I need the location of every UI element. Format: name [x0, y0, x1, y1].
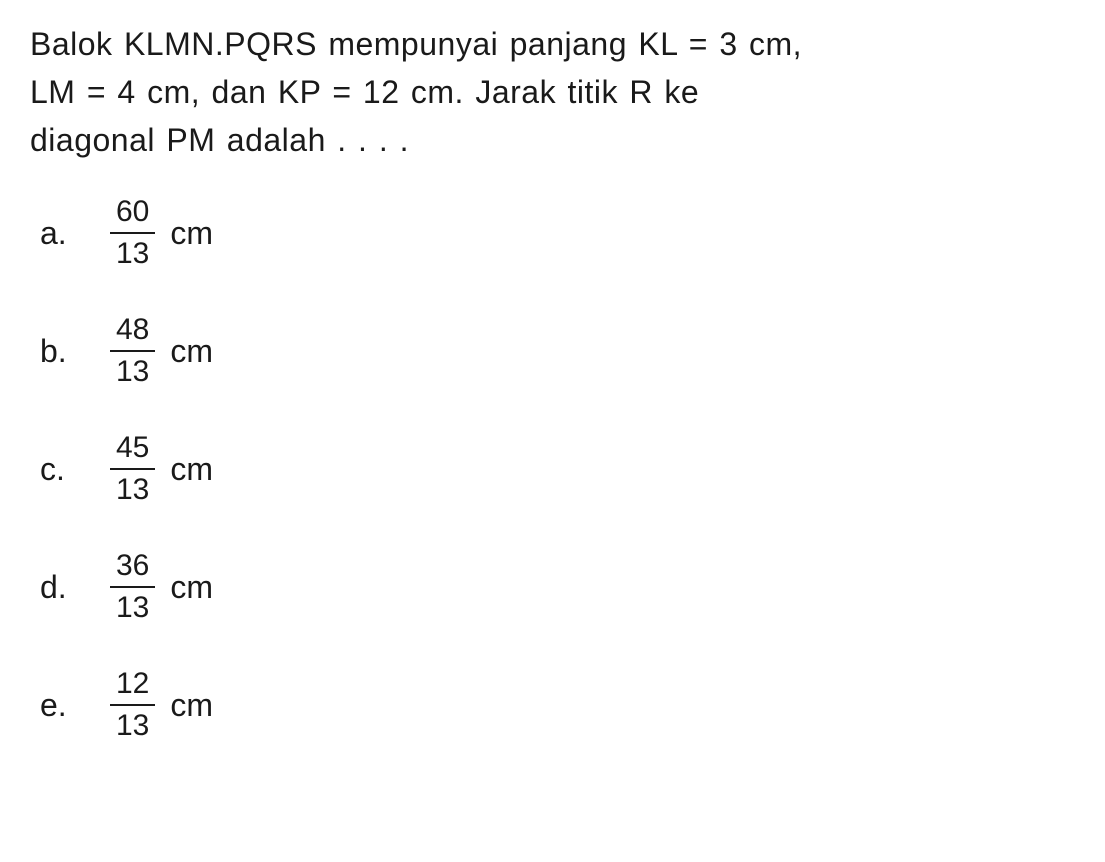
question-line-3: diagonal PM adalah . . . . [30, 122, 409, 158]
denominator: 13 [110, 588, 155, 626]
denominator: 13 [110, 352, 155, 390]
option-value: 48 13 cm [110, 312, 213, 390]
question-line-2: LM = 4 cm, dan KP = 12 cm. Jarak titik R… [30, 74, 699, 110]
option-e: e. 12 13 cm [40, 666, 1075, 744]
option-label: d. [40, 569, 110, 606]
option-value: 45 13 cm [110, 430, 213, 508]
denominator: 13 [110, 234, 155, 272]
option-label: c. [40, 451, 110, 488]
option-value: 60 13 cm [110, 194, 213, 272]
question-line-1: Balok KLMN.PQRS mempunyai panjang KL = 3… [30, 26, 802, 62]
option-a: a. 60 13 cm [40, 194, 1075, 272]
numerator: 60 [110, 194, 155, 232]
option-value: 12 13 cm [110, 666, 213, 744]
fraction: 36 13 [110, 548, 155, 626]
option-label: e. [40, 687, 110, 724]
numerator: 45 [110, 430, 155, 468]
option-d: d. 36 13 cm [40, 548, 1075, 626]
fraction: 60 13 [110, 194, 155, 272]
option-b: b. 48 13 cm [40, 312, 1075, 390]
question-text: Balok KLMN.PQRS mempunyai panjang KL = 3… [30, 20, 1075, 164]
fraction: 45 13 [110, 430, 155, 508]
unit: cm [170, 451, 213, 488]
unit: cm [170, 333, 213, 370]
option-label: a. [40, 215, 110, 252]
option-value: 36 13 cm [110, 548, 213, 626]
unit: cm [170, 215, 213, 252]
denominator: 13 [110, 470, 155, 508]
numerator: 36 [110, 548, 155, 586]
unit: cm [170, 687, 213, 724]
numerator: 48 [110, 312, 155, 350]
fraction: 12 13 [110, 666, 155, 744]
option-label: b. [40, 333, 110, 370]
options-list: a. 60 13 cm b. 48 13 cm c. 45 1 [30, 194, 1075, 744]
denominator: 13 [110, 706, 155, 744]
numerator: 12 [110, 666, 155, 704]
fraction: 48 13 [110, 312, 155, 390]
unit: cm [170, 569, 213, 606]
option-c: c. 45 13 cm [40, 430, 1075, 508]
